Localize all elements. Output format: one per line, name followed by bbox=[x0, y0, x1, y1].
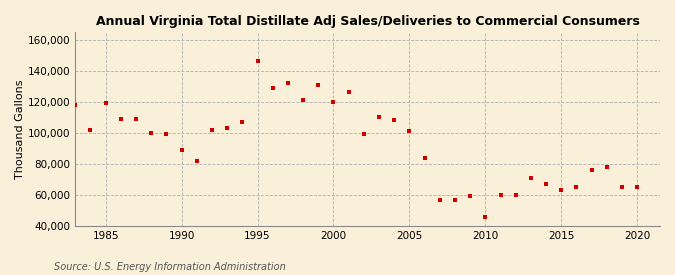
Point bbox=[617, 185, 628, 189]
Point bbox=[101, 101, 111, 106]
Point bbox=[267, 86, 278, 90]
Point bbox=[161, 132, 172, 137]
Point bbox=[374, 115, 385, 119]
Point bbox=[526, 176, 537, 180]
Point bbox=[435, 197, 446, 202]
Point bbox=[480, 214, 491, 219]
Point bbox=[571, 185, 582, 189]
Point bbox=[252, 59, 263, 64]
Point bbox=[419, 155, 430, 160]
Point bbox=[541, 182, 551, 186]
Point bbox=[404, 129, 415, 133]
Point bbox=[192, 158, 202, 163]
Point bbox=[207, 128, 217, 132]
Point bbox=[495, 193, 506, 197]
Point bbox=[115, 117, 126, 121]
Y-axis label: Thousand Gallons: Thousand Gallons bbox=[15, 79, 25, 179]
Point bbox=[283, 81, 294, 85]
Title: Annual Virginia Total Distillate Adj Sales/Deliveries to Commercial Consumers: Annual Virginia Total Distillate Adj Sal… bbox=[96, 15, 640, 28]
Point bbox=[465, 194, 476, 199]
Point bbox=[176, 148, 187, 152]
Point bbox=[632, 185, 643, 189]
Point bbox=[556, 188, 567, 192]
Point bbox=[344, 90, 354, 95]
Point bbox=[328, 100, 339, 104]
Point bbox=[389, 118, 400, 123]
Point bbox=[601, 165, 612, 169]
Point bbox=[510, 193, 521, 197]
Point bbox=[313, 82, 324, 87]
Point bbox=[237, 120, 248, 124]
Point bbox=[298, 98, 308, 102]
Text: Source: U.S. Energy Information Administration: Source: U.S. Energy Information Administ… bbox=[54, 262, 286, 272]
Point bbox=[146, 131, 157, 135]
Point bbox=[85, 128, 96, 132]
Point bbox=[450, 197, 460, 202]
Point bbox=[70, 103, 81, 107]
Point bbox=[358, 132, 369, 137]
Point bbox=[222, 126, 233, 130]
Point bbox=[131, 117, 142, 121]
Point bbox=[587, 168, 597, 172]
